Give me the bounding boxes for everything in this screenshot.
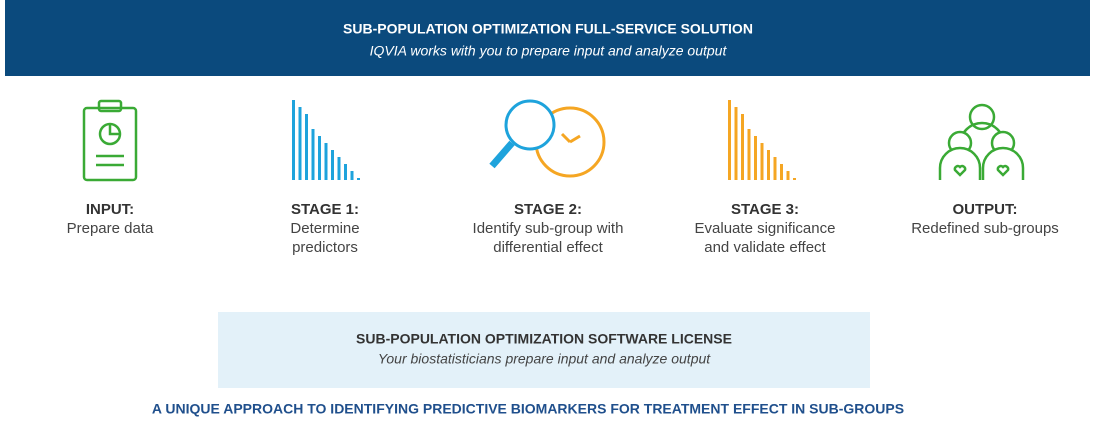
icon-bar <box>344 164 347 180</box>
stage-title: STAGE 3: <box>731 201 799 218</box>
icon-bar <box>747 129 751 180</box>
footer-text: A UNIQUE APPROACH TO IDENTIFYING PREDICT… <box>152 401 904 417</box>
icon-bar <box>331 150 334 180</box>
stage-description: Evaluate significance <box>695 220 836 237</box>
icon-bar <box>728 100 731 180</box>
stage-title: INPUT: <box>86 201 134 218</box>
people-icon <box>938 103 1025 180</box>
icon-bar <box>760 143 764 180</box>
bars-icon <box>728 100 796 180</box>
icon-bar <box>741 114 744 180</box>
license-subtitle: Your biostatisticians prepare input and … <box>378 351 711 367</box>
stage-description: Redefined sub-groups <box>911 220 1059 237</box>
icon-bar <box>324 143 328 180</box>
license-title: SUB-POPULATION OPTIMIZATION SOFTWARE LIC… <box>356 331 732 347</box>
icon-bar <box>780 164 783 180</box>
stage-description: Determine <box>290 220 359 237</box>
icon-bar <box>305 114 308 180</box>
header-title: SUB-POPULATION OPTIMIZATION FULL-SERVICE… <box>343 21 753 37</box>
icon-bar <box>786 171 790 180</box>
icon-bar <box>318 136 321 180</box>
icon-bar <box>350 171 354 180</box>
search-clock-icon <box>489 99 606 178</box>
stage-description: Prepare data <box>67 220 154 237</box>
stage-title: STAGE 1: <box>291 201 359 218</box>
header-bar <box>5 0 1090 76</box>
clipboard-icon <box>82 99 138 182</box>
icon-bar <box>754 136 757 180</box>
stage-title: OUTPUT: <box>953 201 1018 218</box>
icon-bar <box>311 129 315 180</box>
bars-icon <box>292 100 360 180</box>
icon-bar <box>734 107 738 180</box>
header-subtitle: IQVIA works with you to prepare input an… <box>370 43 728 59</box>
icon-bar <box>357 178 360 180</box>
icon-bar <box>337 157 341 180</box>
icon-bar <box>773 157 777 180</box>
icon-bar <box>292 100 295 180</box>
stage-title: STAGE 2: <box>514 201 582 218</box>
stage-description: predictors <box>292 239 358 256</box>
stage-description: differential effect <box>493 239 603 256</box>
stage-description: and validate effect <box>704 239 826 256</box>
icon-bar <box>767 150 770 180</box>
stage-description: Identify sub-group with <box>473 220 624 237</box>
icon-bar <box>298 107 302 180</box>
icon-bar <box>793 178 796 180</box>
license-box <box>218 312 870 388</box>
stages: INPUT: Prepare data STAGE 1: Determine predi… <box>67 201 1059 256</box>
